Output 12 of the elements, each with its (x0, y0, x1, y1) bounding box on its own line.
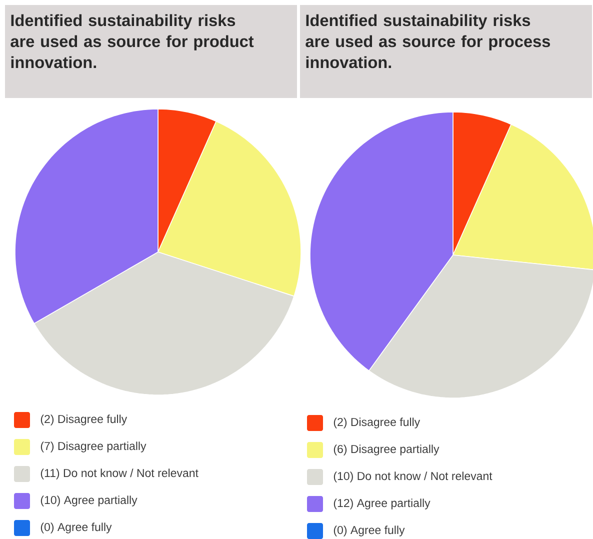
legend-label: (2) Disagree fully (40, 414, 128, 426)
chart-title: Identified sustainability risks are used as source for product innovation. (10, 14, 254, 68)
legend-label: (0) Agree fully (40, 522, 112, 534)
legend-label: (11) Do not know / Not relevant (40, 468, 198, 480)
legend-label: (10) Do not know / Not relevant (334, 472, 492, 482)
legend-label: (7) Disagree partially (40, 442, 146, 452)
legend-label: (6) Disagree partially (334, 444, 440, 456)
legend-label: (0) Agree fully (334, 526, 405, 536)
legend-label: (2) Disagree fully (334, 418, 420, 428)
legend-label: (10) Agree partially (40, 496, 138, 506)
legend-label: (12) Agree partially (334, 498, 430, 510)
chart-title: Identified sustainability risks are used as source for process innovation. (306, 14, 550, 68)
